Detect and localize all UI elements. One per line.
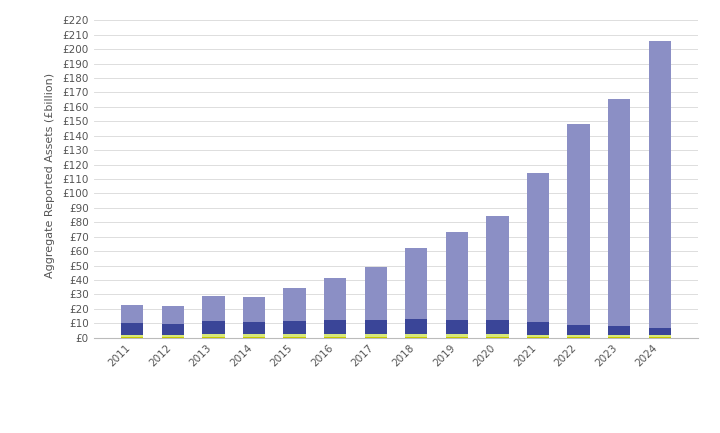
Bar bbox=[527, 337, 549, 338]
Bar bbox=[202, 337, 225, 338]
Bar bbox=[608, 337, 630, 338]
Bar bbox=[324, 334, 346, 337]
Bar bbox=[446, 320, 468, 334]
Bar bbox=[405, 319, 428, 334]
Bar bbox=[284, 337, 306, 338]
Bar bbox=[486, 334, 508, 337]
Bar bbox=[405, 337, 428, 338]
Bar bbox=[243, 322, 265, 334]
Bar bbox=[649, 328, 671, 335]
Bar bbox=[608, 99, 630, 326]
Bar bbox=[567, 124, 590, 325]
Bar bbox=[243, 334, 265, 337]
Bar bbox=[649, 41, 671, 328]
Bar bbox=[649, 335, 671, 337]
Bar bbox=[324, 337, 346, 338]
Bar bbox=[243, 297, 265, 322]
Bar bbox=[567, 325, 590, 335]
Bar bbox=[486, 337, 508, 338]
Bar bbox=[486, 320, 508, 334]
Bar bbox=[446, 337, 468, 338]
Bar bbox=[527, 335, 549, 337]
Bar bbox=[202, 296, 225, 321]
Bar bbox=[608, 335, 630, 337]
Bar bbox=[405, 334, 428, 337]
Bar bbox=[608, 326, 630, 335]
Bar bbox=[324, 278, 346, 320]
Bar bbox=[567, 335, 590, 337]
Bar bbox=[446, 334, 468, 337]
Bar bbox=[405, 248, 428, 319]
Bar bbox=[527, 174, 549, 322]
Bar bbox=[162, 323, 184, 335]
Bar bbox=[121, 337, 143, 338]
Bar bbox=[649, 337, 671, 338]
Bar bbox=[202, 334, 225, 337]
Bar bbox=[284, 334, 306, 337]
Bar bbox=[162, 337, 184, 338]
Bar bbox=[567, 337, 590, 338]
Bar bbox=[284, 321, 306, 334]
Bar bbox=[121, 335, 143, 337]
Bar bbox=[364, 337, 387, 338]
Bar bbox=[202, 321, 225, 334]
Bar bbox=[364, 320, 387, 334]
Bar bbox=[284, 288, 306, 321]
Bar bbox=[243, 337, 265, 338]
Bar bbox=[121, 323, 143, 335]
Bar bbox=[162, 306, 184, 323]
Bar bbox=[527, 322, 549, 335]
Y-axis label: Aggregate Reported Assets (£billion): Aggregate Reported Assets (£billion) bbox=[45, 73, 55, 278]
Bar bbox=[364, 267, 387, 320]
Bar bbox=[162, 335, 184, 337]
Bar bbox=[364, 334, 387, 337]
Bar bbox=[121, 305, 143, 323]
Bar bbox=[486, 216, 508, 320]
Bar bbox=[446, 232, 468, 320]
Bar bbox=[324, 320, 346, 334]
